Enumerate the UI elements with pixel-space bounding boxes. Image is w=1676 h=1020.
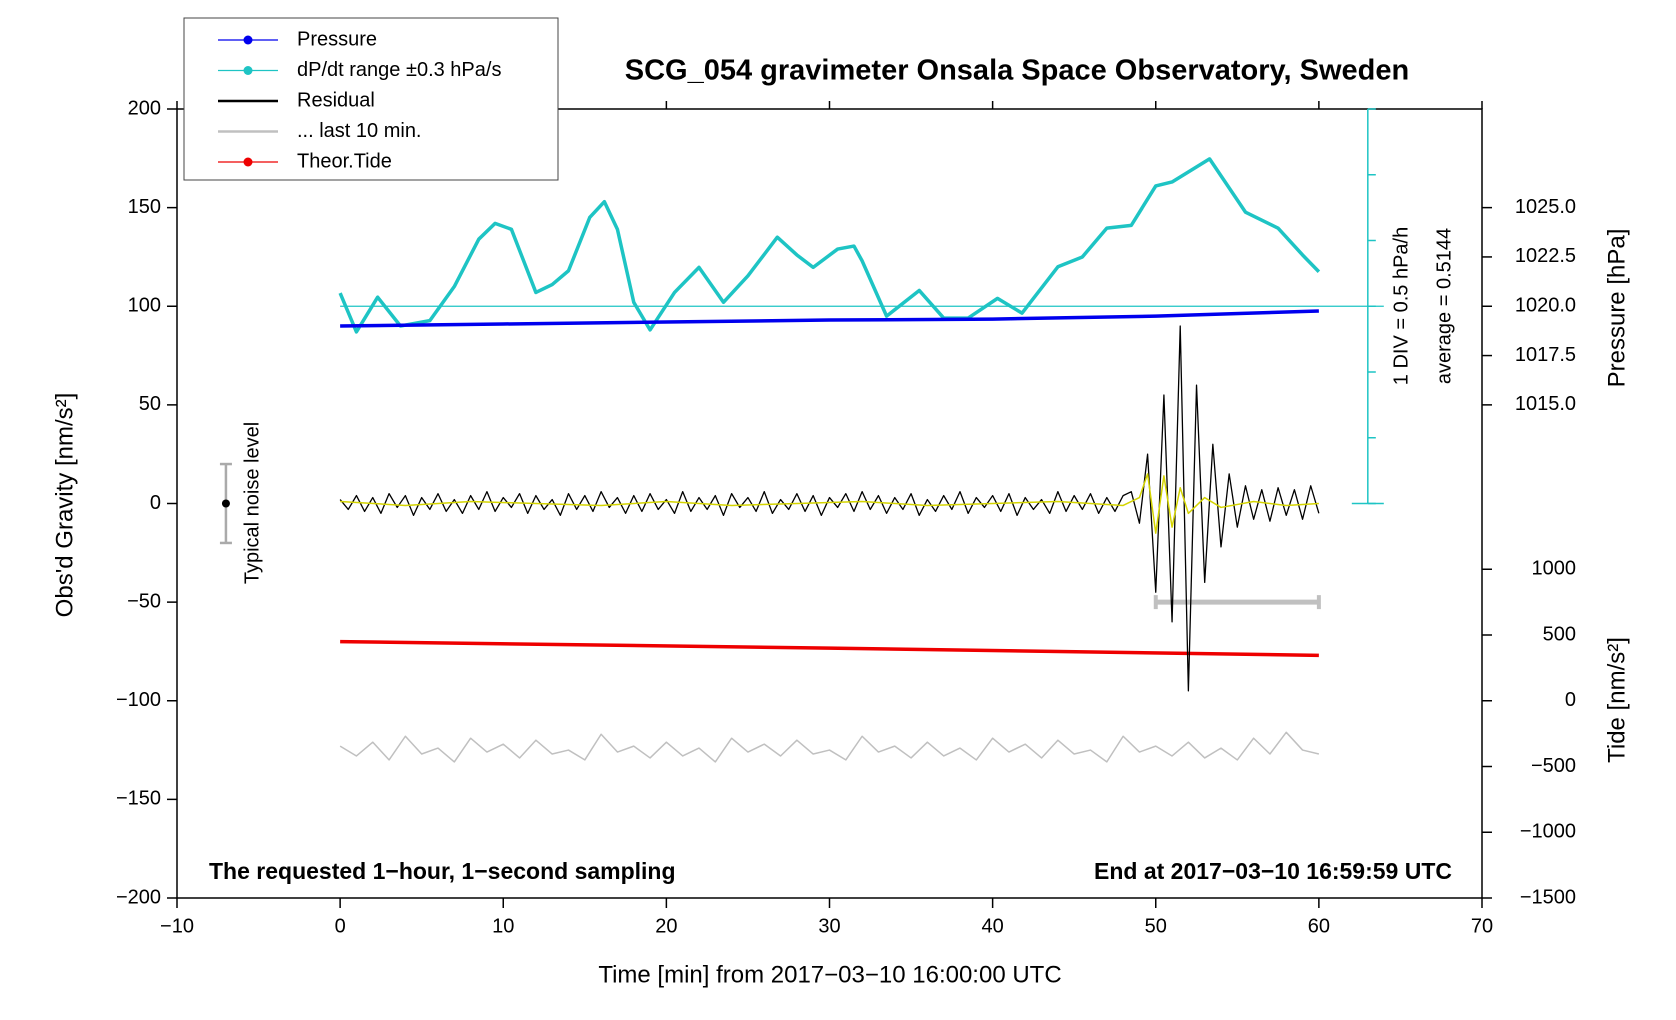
y3-axis-label: Tide [nm/s²] [1603,637,1630,763]
x-axis-label: Time [min] from 2017−03−10 16:00:00 UTC [598,961,1061,988]
x-tick-label: 40 [982,915,1004,937]
legend-label: ... last 10 min. [297,120,422,142]
series-line [340,309,1319,328]
y-tick-label: 0 [150,492,161,514]
legend-label: Pressure [297,28,377,50]
series-line [340,473,1319,534]
y2-tick-label: 1022.5 [1515,245,1576,267]
y3-tick-label: −1000 [1520,821,1576,843]
annotation: End at 2017−03−10 16:59:59 UTC [1094,858,1452,884]
annotation: The requested 1−hour, 1−second sampling [209,858,676,884]
y-tick-label: 100 [128,295,161,317]
y-tick-label: −50 [127,590,161,612]
annotation: average = 0.5144 [1433,228,1455,384]
y2-tick-label: 1015.0 [1515,393,1576,415]
x-tick-label: 30 [818,915,840,937]
series-line [339,325,1320,692]
series-line [340,639,1319,658]
y2-axis-label: Pressure [hPa] [1603,229,1630,388]
series-line [339,731,1320,763]
y2-tick-label: 1025.0 [1515,196,1576,218]
legend-label: dP/dt range ±0.3 hPa/s [297,59,501,81]
y-tick-label: 50 [139,393,161,415]
y3-tick-label: 1000 [1532,558,1577,580]
legend-box [183,17,559,181]
noise-center [221,499,230,508]
x-tick-label: 20 [655,915,677,937]
y3-tick-label: −500 [1531,755,1576,777]
y2-tick-label: 1017.5 [1515,344,1576,366]
legend-marker [243,66,253,75]
y3-tick-label: 500 [1543,623,1576,645]
legend-marker [243,157,253,167]
noise-label: Typical noise level [241,422,263,584]
legend: Pressure dP/dt range ±0.3 hPa/s Residual..… [183,17,559,181]
y3-tick-label: −1500 [1520,886,1576,908]
y-axis-label: Obs'd Gravity [nm/s²] [51,393,78,618]
x-tick-label: 50 [1145,915,1167,937]
y-tick-label: −150 [116,788,161,810]
y3-tick-label: 0 [1565,689,1576,711]
x-tick-label: −10 [160,915,194,937]
y-tick-label: −100 [116,689,161,711]
y-tick-label: 150 [128,196,161,218]
x-tick-label: 70 [1471,915,1493,937]
legend-label: Residual [297,89,375,111]
legend-label: Theor.Tide [297,150,392,172]
x-tick-label: 0 [335,915,346,937]
x-tick-label: 10 [492,915,514,937]
chart-title: SCG_054 gravimeter Onsala Space Observat… [625,55,1409,87]
annotation: 1 DIV = 0.5 hPa/h [1390,227,1412,385]
y-tick-label: −200 [116,886,161,908]
y2-tick-label: 1020.0 [1515,295,1576,317]
series-line [338,157,1321,334]
y-tick-label: 200 [128,97,161,119]
x-tick-label: 60 [1308,915,1330,937]
legend-marker [243,35,253,45]
